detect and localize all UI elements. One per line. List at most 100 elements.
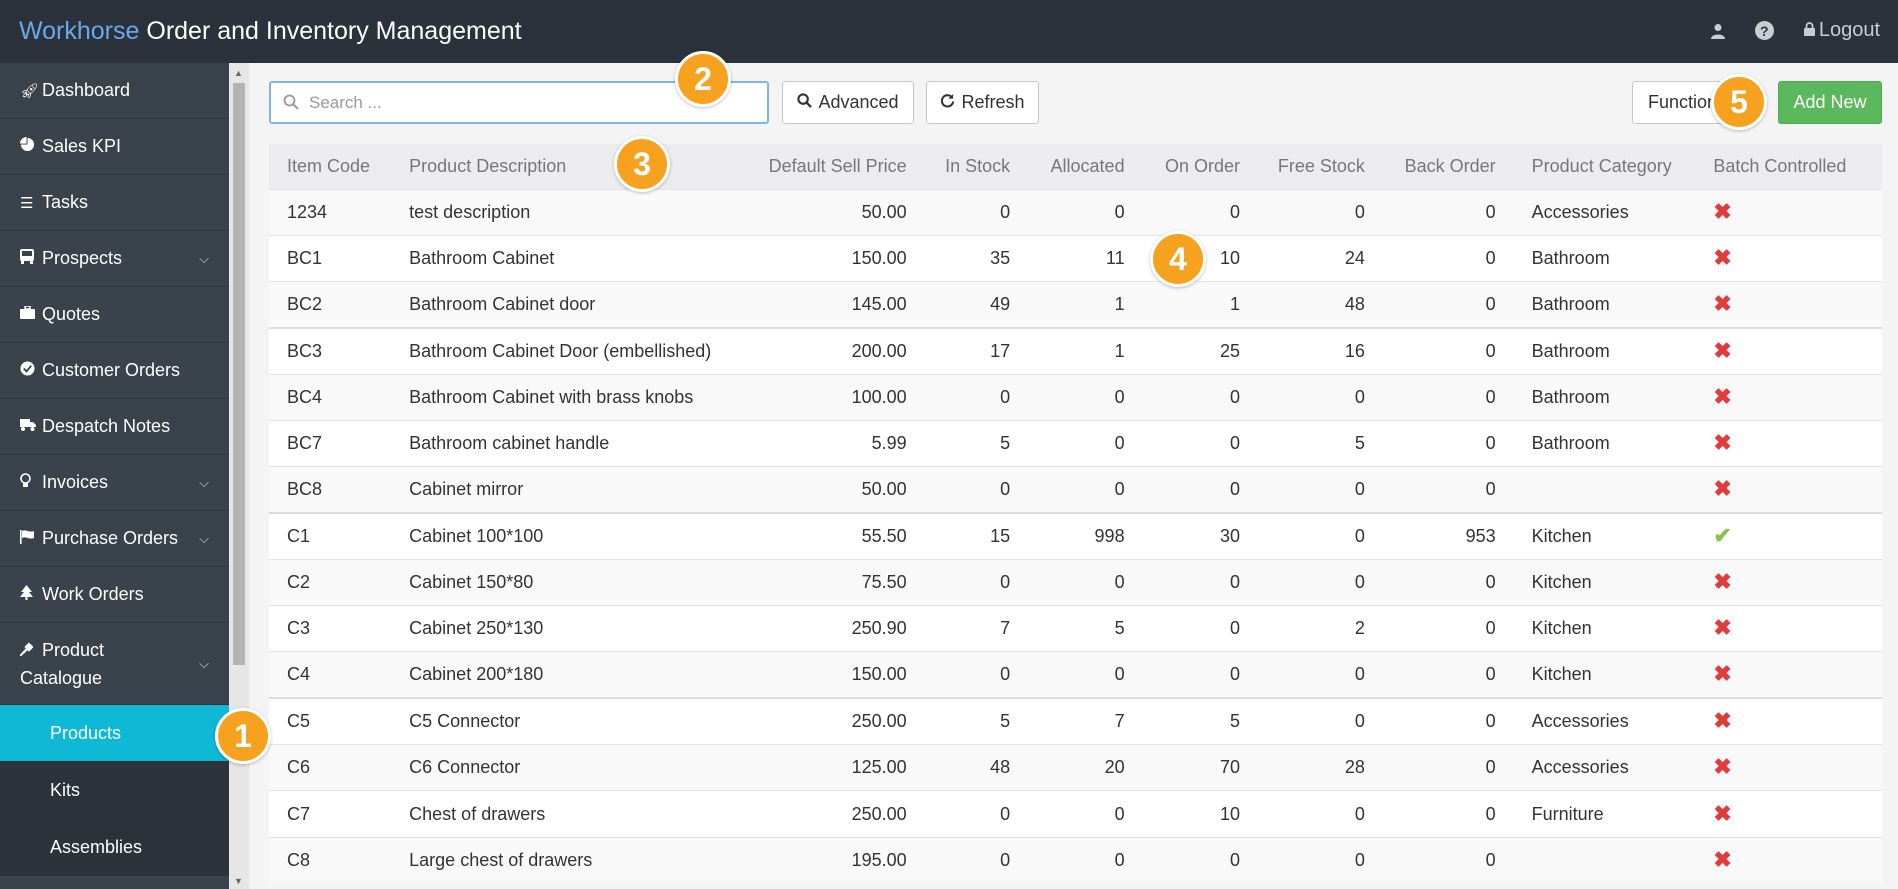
table-row[interactable]: BC3 Bathroom Cabinet Door (embellished) … — [269, 327, 1882, 375]
product-description: Bathroom Cabinet with brass knobs — [409, 386, 694, 407]
batch-controlled-cell: ✖ — [1695, 235, 1882, 281]
sidebar-item-work-orders[interactable]: Work Orders — [0, 567, 229, 623]
allocated: 0 — [1114, 201, 1125, 222]
item-code: C3 — [287, 618, 311, 639]
sidebar-item-dashboard[interactable]: 🚀︎ Dashboard — [0, 63, 229, 119]
table-row[interactable]: C8 Large chest of drawers 195.00 0 0 0 0… — [269, 837, 1882, 884]
column-header-allocated[interactable]: Allocated — [1050, 155, 1125, 176]
allocated: 1 — [1114, 293, 1125, 314]
on-order: 10 — [1219, 247, 1240, 268]
sidebar-item-wrap: Product Catalogue — [19, 637, 170, 691]
scrollbar-thumb[interactable] — [233, 83, 245, 665]
table-row[interactable]: BC2 Bathroom Cabinet door 145.00 49 1 1 … — [269, 281, 1882, 328]
rocket-icon: 🚀︎ — [20, 82, 40, 100]
on-order: 1 — [1229, 293, 1240, 314]
back-order: 0 — [1485, 201, 1496, 222]
table-row[interactable]: C5 C5 Connector 250.00 5 7 5 0 0 Accesso… — [269, 698, 1882, 745]
default-sell-price: 195.00 — [851, 850, 907, 871]
default-sell-price: 145.00 — [851, 293, 907, 314]
column-header-batch-controlled[interactable]: Batch Controlled — [1713, 155, 1847, 176]
table-row[interactable]: C3 Cabinet 250*130 250.90 7 5 0 2 0 Kitc… — [269, 605, 1882, 652]
sidebar: 🚀︎ Dashboard Sales KPI ☰ Tasks Prospects… — [0, 63, 229, 889]
column-header-item-code[interactable]: Item Code — [287, 155, 371, 176]
lightbulb-icon — [20, 473, 42, 492]
user-icon[interactable] — [1710, 23, 1725, 39]
table-row[interactable]: C6 C6 Connector 125.00 48 20 70 28 0 Acc… — [269, 744, 1882, 791]
column-header-in-stock[interactable]: In Stock — [945, 155, 1011, 176]
sidebar-subitem-products[interactable]: Products — [0, 705, 229, 762]
sidebar-item-purchase-orders[interactable]: Purchase Orders ⌵ — [0, 511, 229, 567]
add-new-label: Add New — [1793, 92, 1867, 112]
product-category: Bathroom — [1531, 293, 1610, 314]
sidebar-item-sales-kpi[interactable]: Sales KPI — [0, 119, 229, 175]
table-row[interactable]: 1234 test description 50.00 0 0 0 0 0 Ac… — [269, 189, 1882, 236]
table-row[interactable]: BC1 Bathroom Cabinet 150.00 35 11 10 24 … — [269, 235, 1882, 282]
batch-controlled-cell: ✖ — [1695, 698, 1882, 744]
batch-controlled-cell: ✖ — [1695, 606, 1882, 652]
column-header-back-order[interactable]: Back Order — [1404, 155, 1496, 176]
allocated: 20 — [1104, 757, 1125, 778]
refresh-button[interactable]: Refresh — [926, 81, 1039, 124]
item-code: C7 — [287, 803, 311, 824]
back-order: 0 — [1485, 803, 1496, 824]
default-sell-price: 150.00 — [851, 664, 907, 685]
product-description: Chest of drawers — [409, 803, 546, 824]
table-row[interactable]: C4 Cabinet 200*180 150.00 0 0 0 0 0 Kitc… — [269, 651, 1882, 699]
on-order: 0 — [1229, 201, 1240, 222]
on-order: 30 — [1219, 525, 1240, 546]
sidebar-subitem-label: Kits — [50, 779, 81, 800]
add-new-button[interactable]: Add New — [1778, 81, 1882, 124]
scroll-up-arrow-icon[interactable]: ▲ — [234, 68, 243, 78]
cross-icon: ✖ — [1713, 569, 1732, 595]
allocated: 5 — [1114, 618, 1125, 639]
allocated: 0 — [1114, 479, 1125, 500]
logout-link[interactable]: Logout — [1803, 19, 1880, 42]
allocated: 0 — [1114, 386, 1125, 407]
app-title: Workhorse Order and Inventory Management — [19, 17, 522, 46]
sidebar-subitem-assemblies[interactable]: Assemblies — [0, 819, 229, 876]
advanced-search-button[interactable]: Advanced — [782, 81, 914, 124]
column-header-product-description[interactable]: Product Description — [409, 155, 567, 176]
product-description: Cabinet 150*80 — [409, 572, 534, 593]
sidebar-item-invoices[interactable]: Invoices ⌵ — [0, 455, 229, 511]
table-row[interactable]: BC8 Cabinet mirror 50.00 0 0 0 0 0 ✖ — [269, 466, 1882, 514]
on-order: 25 — [1219, 340, 1240, 361]
sidebar-item-tasks[interactable]: ☰ Tasks — [0, 175, 229, 231]
column-header-free-stock[interactable]: Free Stock — [1277, 155, 1365, 176]
column-header-default-sell-price[interactable]: Default Sell Price — [768, 155, 907, 176]
allocated: 11 — [1105, 247, 1125, 268]
back-order: 0 — [1485, 340, 1496, 361]
lock-icon — [1803, 19, 1815, 42]
brand-name: Workhorse — [19, 17, 140, 45]
sidebar-item-prospects[interactable]: Prospects ⌵ — [0, 231, 229, 287]
sidebar-scrollbar[interactable]: ▲ ▼ — [229, 63, 249, 889]
table-row[interactable]: C1 Cabinet 100*100 55.50 15 998 30 0 953… — [269, 513, 1882, 560]
batch-controlled-cell: ✖ — [1695, 745, 1882, 791]
on-order: 0 — [1229, 850, 1240, 871]
product-category: Furniture — [1531, 803, 1604, 824]
free-stock: 16 — [1344, 340, 1365, 361]
item-code: BC2 — [287, 293, 323, 314]
back-order: 0 — [1485, 850, 1496, 871]
on-order: 0 — [1229, 479, 1240, 500]
sidebar-item-quotes[interactable]: Quotes — [0, 287, 229, 343]
table-row[interactable]: C7 Chest of drawers 250.00 0 0 10 0 0 Fu… — [269, 790, 1882, 838]
item-code: BC8 — [287, 479, 323, 500]
table-row[interactable]: C2 Cabinet 150*80 75.50 0 0 0 0 0 Kitche… — [269, 559, 1882, 606]
scroll-down-arrow-icon[interactable]: ▼ — [234, 876, 243, 886]
sidebar-item-product-catalogue[interactable]: Product Catalogue ⌵ — [0, 623, 229, 705]
logout-label: Logout — [1818, 19, 1880, 41]
table-row[interactable]: BC4 Bathroom Cabinet with brass knobs 10… — [269, 374, 1882, 421]
column-header-on-order[interactable]: On Order — [1164, 155, 1240, 176]
sidebar-item-customer-orders[interactable]: Customer Orders — [0, 343, 229, 399]
search-input[interactable] — [309, 91, 749, 115]
sidebar-item-despatch-notes[interactable]: Despatch Notes — [0, 399, 229, 455]
column-header-product-category[interactable]: Product Category — [1531, 155, 1672, 176]
back-order: 953 — [1465, 525, 1496, 546]
table-row[interactable]: BC7 Bathroom cabinet handle 5.99 5 0 0 5… — [269, 420, 1882, 467]
chevron-down-icon: ⌵ — [199, 530, 209, 546]
briefcase-icon — [20, 305, 42, 323]
help-icon[interactable]: ? — [1754, 21, 1774, 40]
sidebar-subitem-kits[interactable]: Kits — [0, 762, 229, 819]
allocated: 0 — [1114, 572, 1125, 593]
